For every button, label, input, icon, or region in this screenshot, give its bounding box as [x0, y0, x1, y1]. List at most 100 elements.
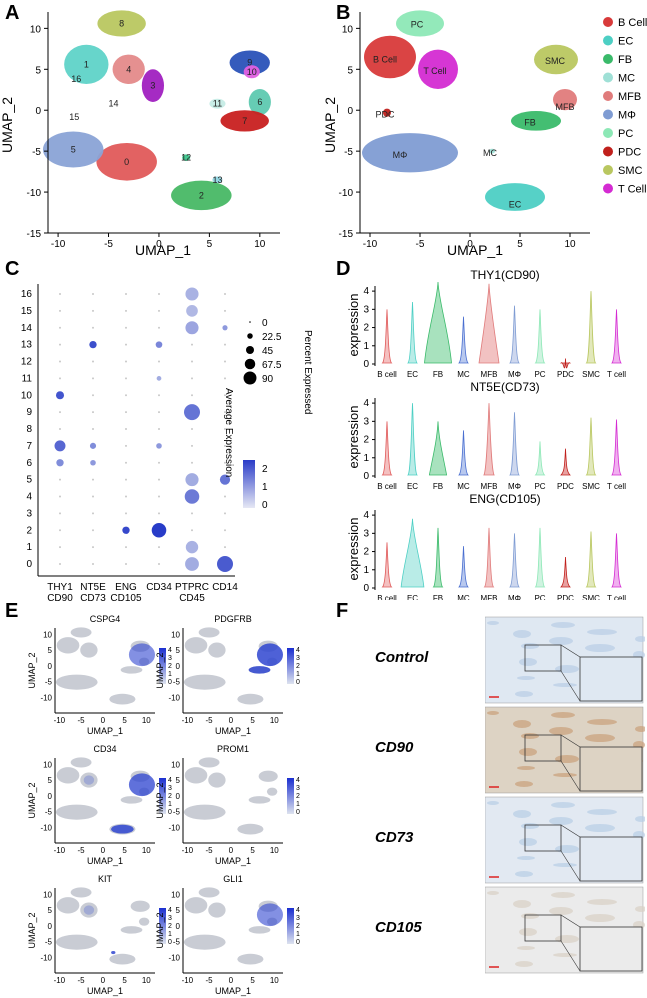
feature-xtick: -5: [206, 846, 214, 855]
dot-background: [59, 546, 61, 548]
pct-legend-label: 22.5: [262, 332, 282, 343]
feature-ylabel: UMAP_2: [27, 652, 37, 688]
feature-xtick: 5: [250, 846, 255, 855]
ihc-texture: [487, 621, 499, 625]
feature-ytick: 0: [48, 922, 53, 931]
dot-background: [59, 479, 61, 481]
violin-title: ENG(CD105): [469, 492, 540, 506]
violin-category: B cell: [377, 482, 397, 491]
feature-gene-title: PDGFRB: [214, 614, 252, 624]
dot-background: [92, 394, 94, 396]
violin-mark: [561, 557, 570, 587]
dot-background: [59, 361, 61, 363]
dot-background: [224, 310, 226, 312]
dot-background: [125, 327, 127, 329]
dot-background: [224, 546, 226, 548]
ihc-inset: [580, 927, 642, 971]
feature-cells: [71, 887, 92, 897]
cell-type-label: T Cell: [423, 66, 446, 76]
umap-b-plot: B CellT CellPCPDCMΦ MCECSMCMFBFB -10 -5 0 5 1…: [325, 0, 647, 260]
ihc-texture: [515, 871, 533, 877]
feature-ytick: 5: [48, 776, 53, 785]
violin-mark: [459, 546, 468, 587]
feature-gene-title: KIT: [98, 874, 113, 884]
feature-ytick: 5: [176, 646, 181, 655]
feature-ylabel: UMAP_2: [27, 782, 37, 818]
violin-mark: [434, 528, 443, 587]
feature-expression: [257, 903, 283, 926]
dot-cluster-tick: 3: [26, 508, 32, 519]
feature-xtick: 0: [229, 846, 234, 855]
ihc-texture: [519, 838, 537, 846]
dot-background: [125, 563, 127, 565]
dot-background: [224, 377, 226, 379]
dot-gene-sublabel: CD105: [110, 593, 142, 604]
dot-cluster-tick: 11: [22, 373, 33, 384]
violin-ytick: 4: [363, 286, 369, 297]
violin-category: SMC: [582, 482, 600, 491]
violin-category: EC: [407, 594, 418, 600]
cell-type-label: PC: [411, 19, 424, 29]
cluster-label-16: 16: [71, 74, 81, 84]
ihc-texture: [549, 817, 573, 825]
ihc-texture: [487, 891, 499, 895]
dot-cluster-tick: 7: [26, 441, 32, 452]
violin-ytick: 3: [363, 304, 369, 315]
cell-type-label: MC: [483, 148, 497, 158]
violin-ytick: 0: [363, 583, 369, 594]
violin-mark: [383, 309, 392, 363]
ihc-texture: [551, 802, 575, 808]
violin-mark: [536, 309, 545, 363]
feature-scale-label: 3: [296, 655, 300, 662]
violin-category: FB: [433, 370, 443, 379]
feature-scale-label: 1: [296, 671, 300, 678]
pct-legend-label: 45: [262, 346, 274, 357]
dot-cluster-tick: 12: [21, 357, 33, 368]
dot-background: [125, 344, 127, 346]
dot-gene-sublabel: CD45: [179, 593, 205, 604]
violin-ytick: 0: [363, 359, 369, 370]
pct-legend-dot: [247, 333, 253, 339]
feature-cells: [56, 675, 98, 690]
cell-type-label: MΦ: [393, 150, 408, 160]
dot-background: [92, 361, 94, 363]
dot-mark: [186, 541, 198, 553]
violin-category: PC: [534, 370, 545, 379]
umap-a-ytick: 0: [35, 106, 41, 117]
umap-a-xtick: 10: [254, 239, 266, 250]
violin-ytick: 0: [363, 471, 369, 482]
feature-scale-bar: [287, 778, 294, 814]
dot-mark: [90, 460, 96, 466]
ihc-texture: [487, 801, 499, 805]
dot-gene-label: NT5E: [80, 582, 106, 593]
feature-expression: [249, 666, 271, 674]
ihc-label-cd73: CD73: [375, 829, 413, 846]
feature-scale-label: 2: [296, 923, 300, 930]
feature-scale-label: 2: [168, 663, 172, 670]
dot-mark: [56, 391, 64, 399]
feature-ytick: -10: [40, 823, 52, 832]
dot-background: [158, 462, 160, 464]
feature-ytick: -5: [173, 808, 181, 817]
legend-item: MC: [618, 73, 635, 85]
feature-expression: [129, 773, 155, 796]
violin-category: T cell: [607, 482, 626, 491]
feature-ytick: 10: [171, 890, 180, 899]
feature-gene-title: GLI1: [223, 874, 243, 884]
violin-category: MFB: [481, 370, 498, 379]
violin-category: MΦ: [508, 370, 521, 379]
feature-scale-bar: [287, 648, 294, 684]
dot-cluster-tick: 4: [26, 492, 32, 503]
feature-cells: [57, 897, 80, 913]
umap-b-xtick: -10: [363, 239, 378, 250]
ihc-texture: [513, 720, 531, 728]
violin-category: MFB: [481, 482, 498, 491]
feature-scale-label: 1: [296, 801, 300, 808]
feature-expression: [257, 643, 283, 666]
feature-xlabel: UMAP_1: [87, 986, 123, 996]
feature-ylabel: UMAP_2: [155, 652, 165, 688]
feature-xtick: -5: [78, 716, 86, 725]
violin-mark: [612, 533, 621, 587]
feature-ytick: 5: [176, 906, 181, 915]
dot-background: [158, 546, 160, 548]
